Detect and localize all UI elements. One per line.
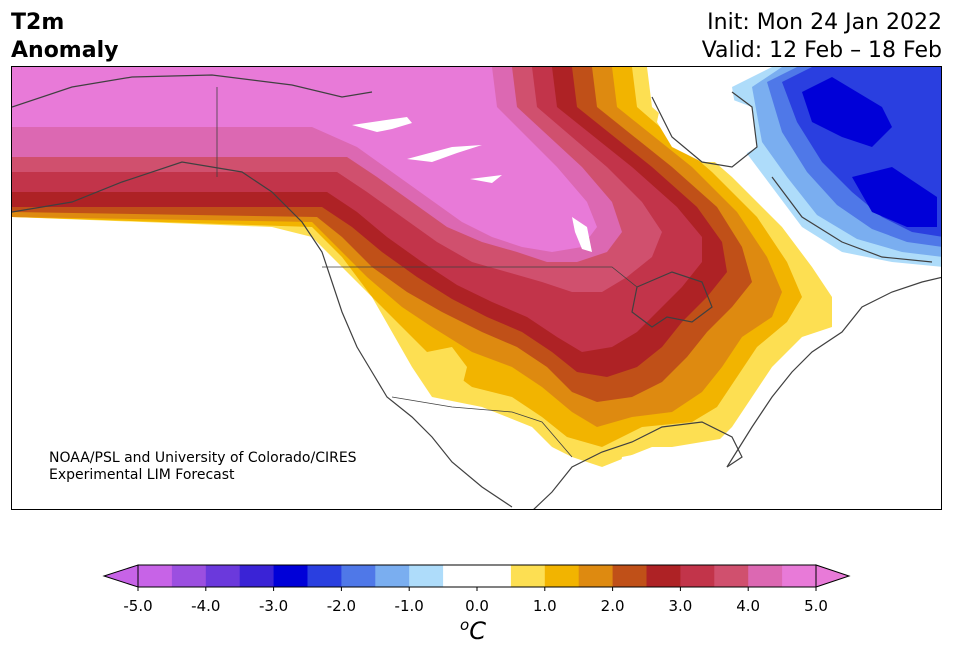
colorbar-tick-label: -5.0: [123, 597, 153, 615]
anomaly-map: [11, 66, 942, 510]
colorbar-swatch: [510, 565, 546, 587]
colorbar-swatch: [646, 565, 681, 587]
colorbar-swatch: [138, 565, 173, 587]
lakes: [352, 117, 592, 252]
colorbar-swatch: [782, 565, 817, 587]
anomaly-warm-patch-sw: [427, 347, 467, 387]
boundaries: [216, 87, 638, 458]
colorbar-swatch: [714, 565, 749, 587]
colorbar-tick-label: 2.0: [600, 597, 625, 615]
anomaly-band-5: [12, 67, 597, 252]
colorbar-swatch: [612, 565, 647, 587]
colorbar-unit: oC: [460, 616, 486, 645]
colorbar-tick-label: 3.0: [668, 597, 693, 615]
colorbar-swatch: [375, 565, 410, 587]
colorbar-swatch: [409, 565, 444, 587]
us-canada-border: [322, 266, 638, 288]
us-mexico-border: [391, 396, 573, 458]
forecast-dates: Init: Mon 24 Jan 2022 Valid: 12 Feb – 18…: [702, 9, 942, 65]
anomaly-neutral-ocean: [612, 277, 941, 509]
colorbar-swatch: [171, 565, 207, 587]
great-bear-lake: [352, 117, 412, 132]
map-canvas: [12, 67, 941, 509]
colorbar-swatch: [239, 565, 275, 587]
colorbar-tick-label: 0.0: [465, 597, 489, 615]
credit-line-2: Experimental LIM Forecast: [49, 467, 235, 483]
coastline-gulf: [533, 421, 743, 509]
colorbar-swatch: [443, 565, 478, 587]
credit-line-1: NOAA/PSL and University of Colorado/CIRE…: [49, 450, 357, 466]
colorbar-tick-label: -3.0: [258, 597, 289, 615]
colorbar-swatch: [477, 565, 512, 587]
colorbar-swatch: [748, 565, 783, 587]
title-line-1: T2m: [11, 10, 65, 35]
colorbar-tick-label: 1.0: [532, 597, 557, 615]
colorbar-swatch: [307, 565, 342, 587]
colorbar-swatch: [544, 565, 580, 587]
coastline-hudson: [651, 91, 758, 168]
anomaly-neutral-hudson: [657, 92, 757, 162]
coastline-west: [12, 74, 513, 508]
coastline-east: [726, 276, 941, 468]
colorbar-extend-high: [815, 564, 851, 588]
title-line-2: Anomaly: [11, 38, 119, 63]
colorbar-swatch: [273, 565, 308, 587]
colorbar-swatch: [341, 565, 376, 587]
coastlines: [12, 74, 941, 509]
colorbar-swatch: [205, 565, 241, 587]
anomaly-fill: [12, 67, 941, 509]
colorbar-tick-label: -4.0: [191, 597, 221, 615]
colorbar-tick-label: -1.0: [394, 597, 424, 615]
coastline-labrador: [771, 176, 933, 263]
colorbar-swatch: [680, 565, 715, 587]
anomaly-cold-3: [802, 77, 937, 227]
anomaly-neutral-sw: [12, 227, 612, 509]
colorbar-swatch: [578, 565, 614, 587]
credit-text: NOAA/PSL and University of Colorado/CIRE…: [49, 450, 357, 484]
great-slave-lake: [407, 145, 482, 162]
lake-athabasca: [470, 175, 502, 183]
lake-winnipeg: [572, 217, 592, 252]
colorbar-extend-low: [102, 564, 139, 588]
colorbar-tick-label: 5.0: [804, 597, 828, 615]
valid-range: Valid: 12 Feb – 18 Feb: [701, 38, 942, 63]
colorbar: [102, 564, 851, 591]
unit-degree: o: [460, 616, 470, 634]
colorbar-tick-label: -2.0: [326, 597, 357, 615]
map-title: T2m Anomaly: [11, 9, 118, 65]
great-lakes: [631, 271, 713, 328]
init-date: Init: Mon 24 Jan 2022: [707, 10, 942, 35]
colorbar-tick-label: 4.0: [736, 597, 761, 615]
unit-celsius: C: [469, 617, 486, 645]
